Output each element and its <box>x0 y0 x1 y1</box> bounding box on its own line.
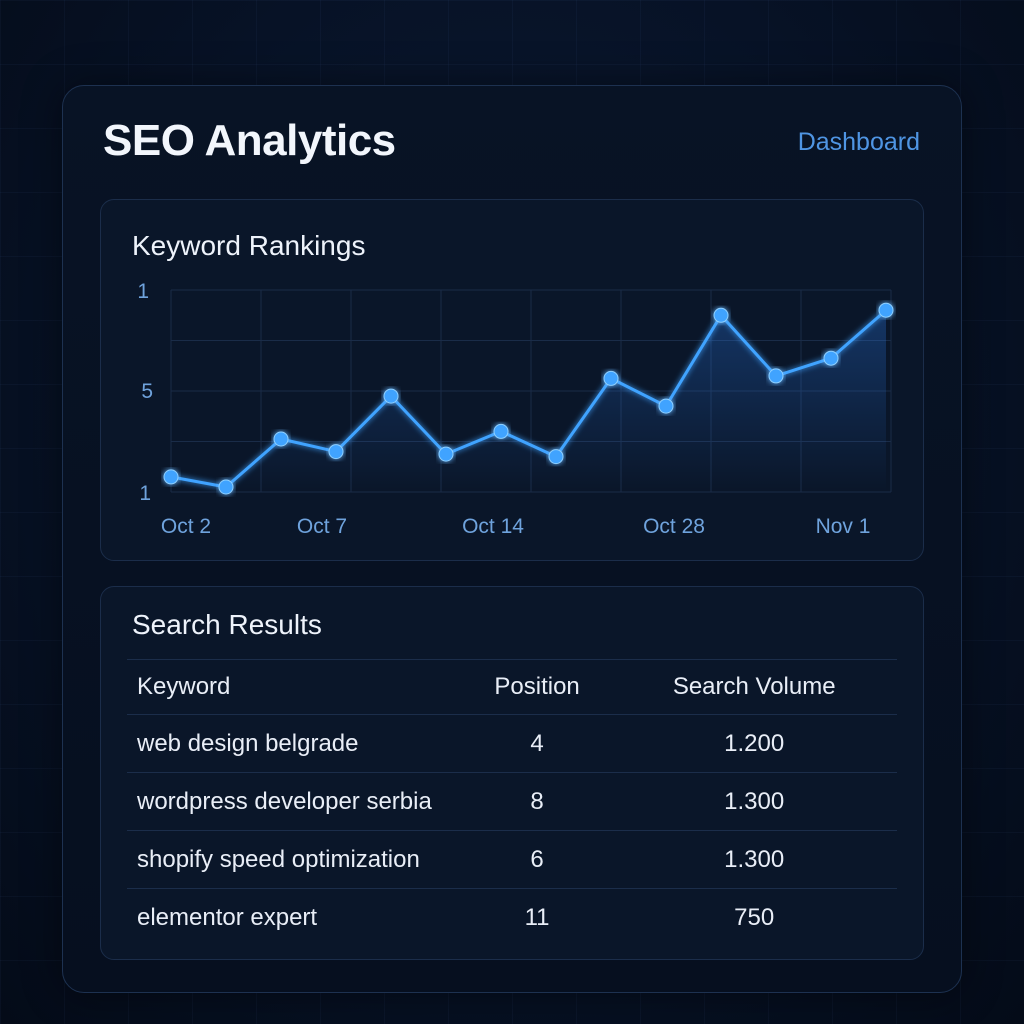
data-point <box>163 469 179 485</box>
table-header-row: Keyword Position Search Volume <box>127 659 897 715</box>
data-point <box>878 302 894 318</box>
position-cell: 8 <box>462 772 612 831</box>
table-row[interactable]: elementor expert 11 750 <box>127 888 897 946</box>
volume-cell: 750 <box>611 888 897 946</box>
data-point <box>328 444 344 460</box>
y-tick-label: 1 <box>137 280 149 303</box>
y-tick-label: 5 <box>141 380 153 403</box>
data-point <box>383 388 399 404</box>
keyword-cell: web design belgrade <box>127 714 463 773</box>
data-point <box>823 350 839 366</box>
dashboard-link[interactable]: Dashboard <box>797 128 920 156</box>
data-point <box>603 370 619 386</box>
keyword-rankings-panel: Keyword Rankings 1 5 1 Oct 2 Oct <box>100 199 924 561</box>
rankings-series <box>163 302 894 495</box>
series-area <box>171 310 886 492</box>
y-axis-ticks: 1 5 1 <box>137 280 153 505</box>
table-row[interactable]: web design belgrade 4 1.200 <box>127 714 897 773</box>
keyword-cell: elementor expert <box>127 888 463 946</box>
y-tick-label: 1 <box>139 482 151 505</box>
data-point <box>658 398 674 414</box>
x-tick-label: Oct 14 <box>462 515 524 538</box>
data-point <box>438 446 454 462</box>
table-row[interactable]: shopify speed optimization 6 1.300 <box>127 830 897 889</box>
volume-cell: 1.300 <box>611 830 897 889</box>
table-row[interactable]: wordpress developer serbia 8 1.300 <box>127 772 897 831</box>
search-results-panel: Search Results Keyword Position Search V… <box>100 586 924 960</box>
x-tick-label: Nov 1 <box>816 515 871 538</box>
keyword-rankings-title: Keyword Rankings <box>132 230 366 261</box>
results-table: Keyword Position Search Volume web desig… <box>127 659 897 946</box>
column-header-position[interactable]: Position <box>462 659 612 715</box>
x-axis-ticks: Oct 2 Oct 7 Oct 14 Oct 28 Nov 1 <box>161 515 871 538</box>
column-header-search-volume[interactable]: Search Volume <box>611 659 897 715</box>
search-results-title: Search Results <box>132 609 322 640</box>
volume-cell: 1.300 <box>611 772 897 831</box>
volume-cell: 1.200 <box>611 714 897 773</box>
x-tick-label: Oct 28 <box>643 515 705 538</box>
data-point <box>273 431 289 447</box>
keyword-cell: shopify speed optimization <box>127 830 463 889</box>
data-point <box>218 479 234 495</box>
results-table-wrap: Keyword Position Search Volume web desig… <box>127 659 897 946</box>
position-cell: 11 <box>462 888 612 946</box>
analytics-card: SEO Analytics Dashboard Keyword Rankings… <box>62 85 962 993</box>
data-point <box>713 307 729 323</box>
page-title: SEO Analytics <box>103 116 396 165</box>
keyword-cell: wordpress developer serbia <box>127 772 463 831</box>
rankings-chart: 1 5 1 Oct 2 Oct 7 Oct 14 Oct 28 Nov 1 <box>137 280 894 538</box>
data-point <box>493 423 509 439</box>
column-header-keyword[interactable]: Keyword <box>127 659 463 715</box>
data-point <box>548 449 564 465</box>
data-point <box>768 368 784 384</box>
x-tick-label: Oct 7 <box>297 515 347 538</box>
position-cell: 4 <box>462 714 612 773</box>
x-tick-label: Oct 2 <box>161 515 211 538</box>
position-cell: 6 <box>462 830 612 889</box>
series-line <box>170 309 887 489</box>
